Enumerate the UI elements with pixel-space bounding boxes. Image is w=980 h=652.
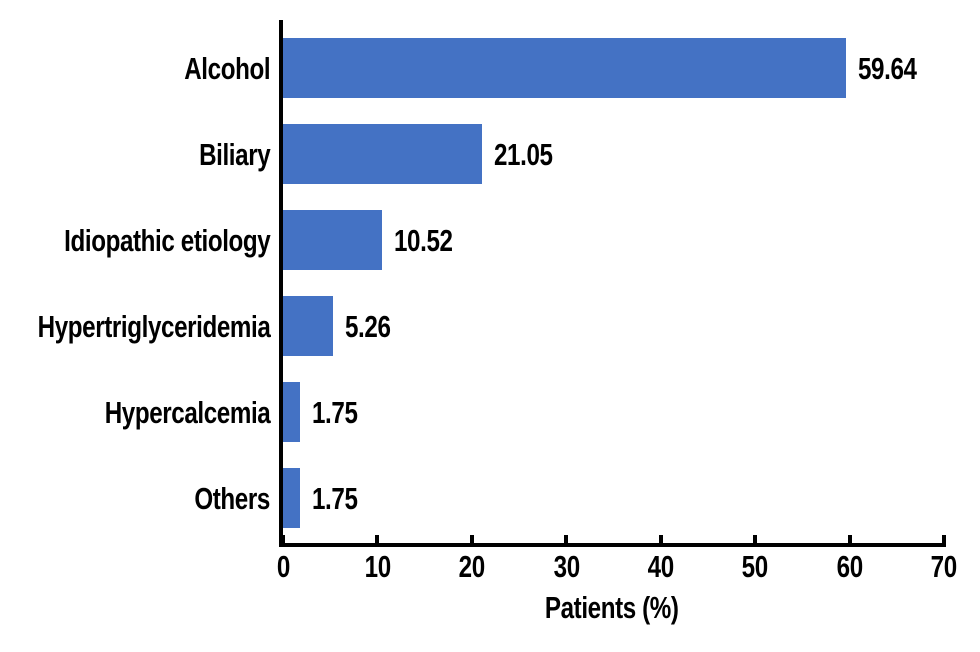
- x-tick-label-text: 60: [836, 549, 863, 584]
- x-tick-label-text: 30: [553, 549, 580, 584]
- x-tick-mark: [469, 535, 474, 543]
- x-tick-label-text: 40: [647, 549, 675, 584]
- category-label-text: Hypercalcemia: [104, 394, 270, 430]
- x-tick-label: 0: [238, 551, 328, 582]
- category-label-text: Idiopathic etiology: [63, 222, 271, 258]
- x-tick-mark: [375, 535, 380, 543]
- x-tick-label-text: 10: [364, 549, 391, 584]
- x-tick-label: 50: [710, 551, 800, 582]
- x-axis-title-label: Patients (%): [544, 590, 679, 625]
- x-axis-title: Patients (%): [281, 592, 942, 623]
- value-label: 1.75: [312, 382, 370, 442]
- x-tick-label: 30: [521, 551, 611, 582]
- value-label-text: 5.26: [344, 308, 391, 344]
- x-tick-mark: [564, 535, 569, 543]
- category-label: Alcohol: [0, 38, 270, 98]
- category-label: Hypercalcemia: [0, 382, 270, 442]
- value-label: 5.26: [345, 296, 403, 356]
- value-label: 10.52: [394, 210, 469, 270]
- bar: [283, 382, 300, 442]
- x-tick-label: 60: [805, 551, 895, 582]
- category-label: Biliary: [0, 124, 271, 184]
- value-label-text: 1.75: [311, 394, 358, 430]
- value-label-text: 1.75: [311, 480, 358, 516]
- category-label-text: Alcohol: [184, 50, 270, 86]
- value-label: 1.75: [312, 468, 370, 528]
- x-tick-mark: [753, 535, 758, 543]
- x-tick-label-text: 20: [458, 549, 486, 584]
- value-label: 21.05: [494, 124, 569, 184]
- x-tick-label: 40: [616, 551, 706, 582]
- x-tick-label-text: 70: [930, 549, 958, 584]
- x-tick-mark: [281, 535, 285, 543]
- x-tick-label: 10: [332, 551, 422, 582]
- category-label-text: Hypertriglyceridemia: [37, 308, 270, 344]
- x-tick-label-text: 50: [742, 549, 769, 584]
- category-label-text: Biliary: [198, 136, 271, 172]
- x-tick-label: 70: [899, 551, 980, 582]
- y-axis-line: [279, 20, 283, 547]
- value-label-text: 10.52: [394, 222, 453, 258]
- bar: [283, 296, 333, 356]
- value-label-text: 21.05: [493, 136, 553, 172]
- x-tick-mark: [942, 535, 946, 543]
- bar: [283, 38, 847, 98]
- category-label: Hypertriglyceridemia: [0, 296, 270, 356]
- x-tick-mark: [658, 535, 663, 543]
- value-label-text: 59.64: [858, 50, 917, 86]
- category-label: Idiopathic etiology: [0, 210, 271, 270]
- bar: [283, 124, 482, 184]
- x-axis-line: [279, 543, 946, 547]
- category-label-text: Others: [194, 480, 270, 516]
- value-label: 59.64: [858, 38, 933, 98]
- bar: [283, 468, 300, 528]
- x-tick-label-text: 0: [276, 549, 290, 584]
- category-label: Others: [0, 468, 270, 528]
- x-tick-mark: [847, 535, 852, 543]
- x-tick-label: 20: [427, 551, 517, 582]
- bar: [283, 210, 383, 270]
